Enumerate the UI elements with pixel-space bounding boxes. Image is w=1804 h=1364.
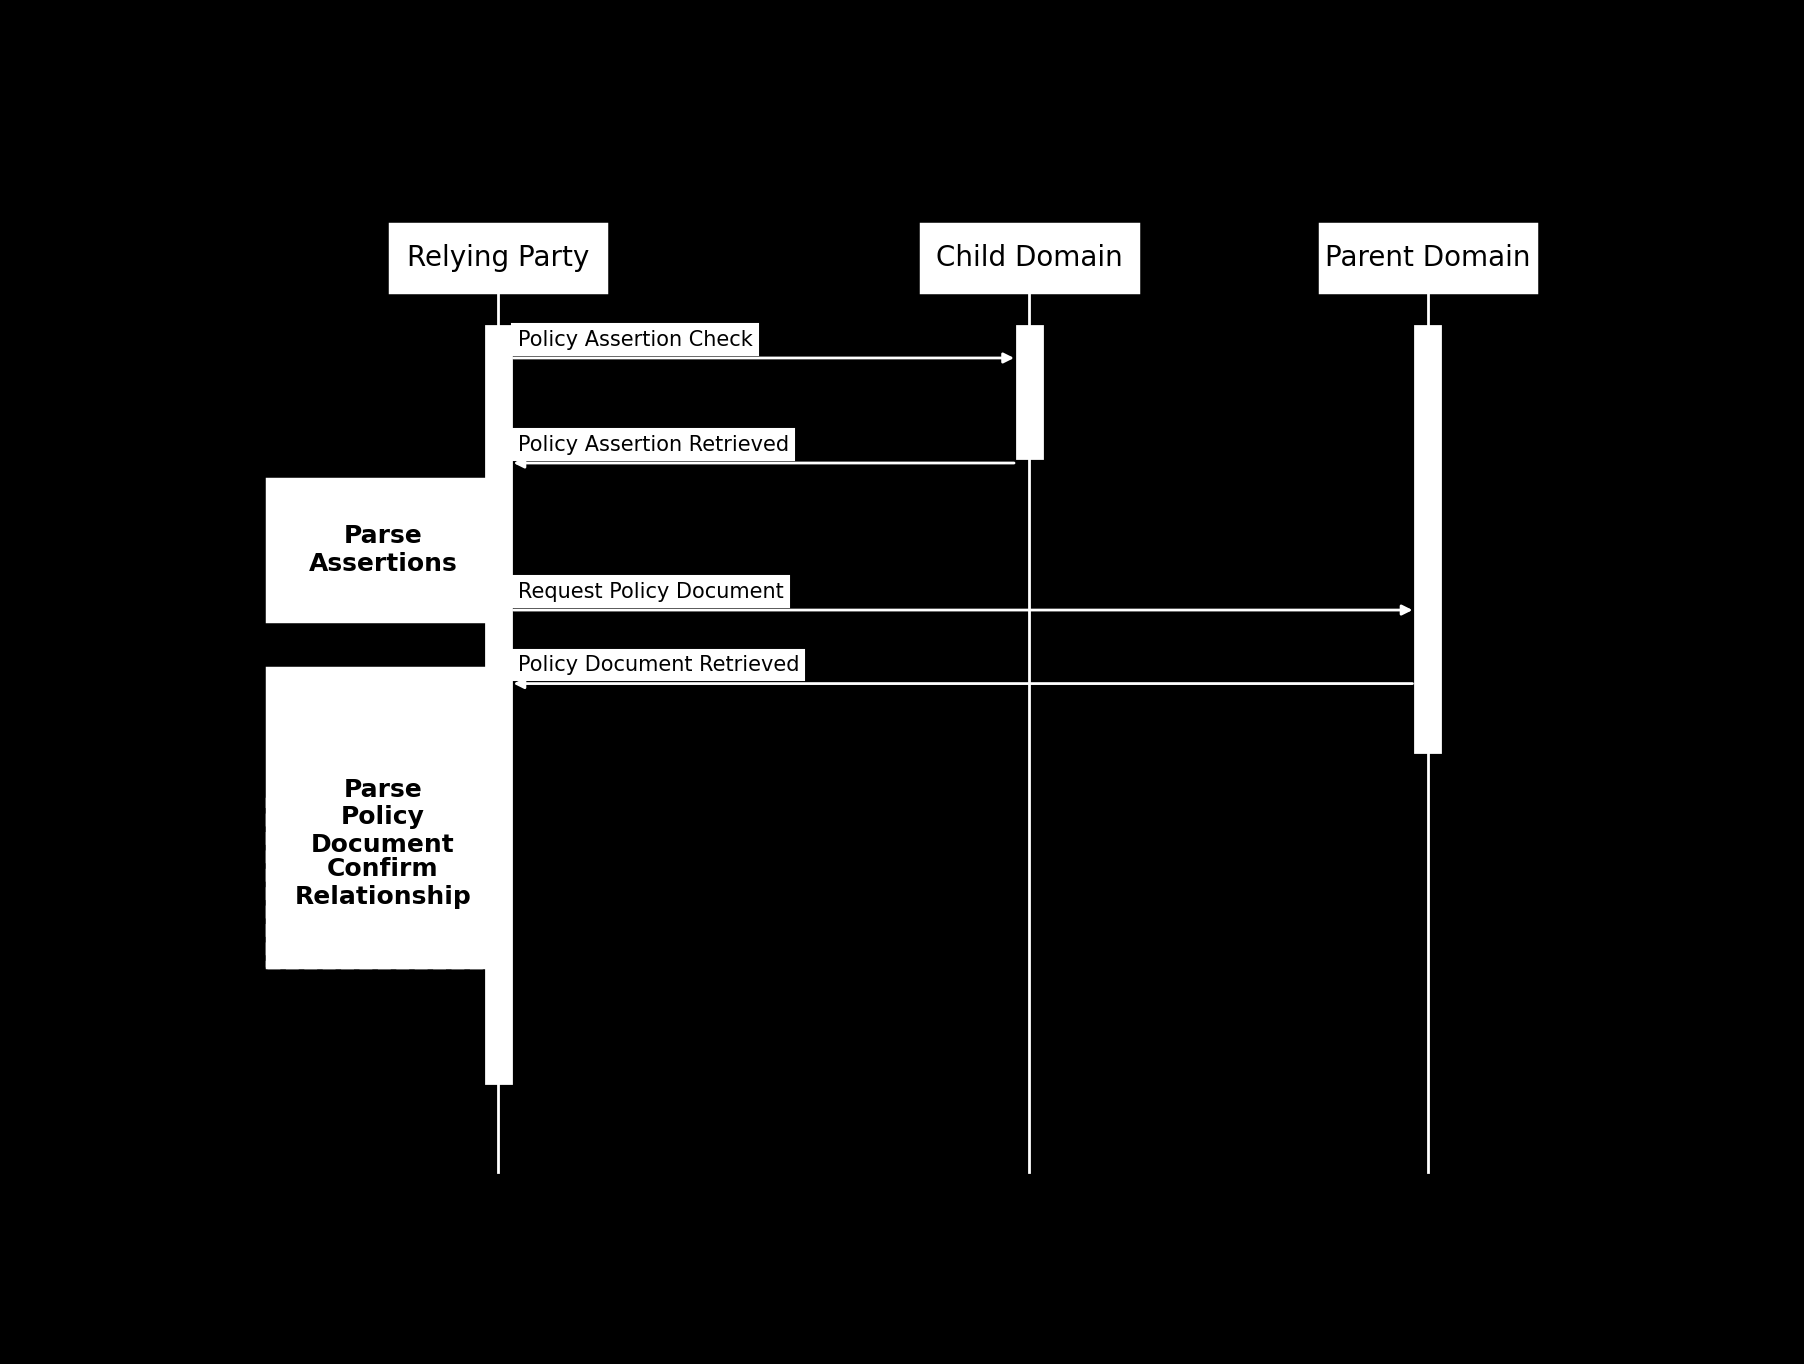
Text: Request Policy Document: Request Policy Document (518, 581, 783, 602)
Bar (1017, 326, 1043, 458)
Bar (390, 224, 606, 292)
Text: Relying Party: Relying Party (408, 244, 590, 273)
Bar (485, 326, 511, 1083)
Text: Confirm
Relationship: Confirm Relationship (294, 857, 471, 908)
Bar (267, 479, 498, 621)
Bar (1319, 224, 1537, 292)
Text: Child Domain: Child Domain (936, 244, 1122, 273)
Text: Parent Domain: Parent Domain (1326, 244, 1530, 273)
Bar (1416, 326, 1440, 752)
Bar (922, 224, 1138, 292)
Text: Parse
Assertions: Parse Assertions (308, 524, 456, 576)
Text: Policy Document Retrieved: Policy Document Retrieved (518, 655, 799, 675)
Text: Policy Assertion Retrieved: Policy Assertion Retrieved (518, 435, 788, 454)
Text: Policy Assertion Check: Policy Assertion Check (518, 330, 752, 349)
Text: Parse
Policy
Document: Parse Policy Document (310, 777, 455, 858)
Bar (267, 799, 498, 967)
Bar (267, 668, 498, 967)
